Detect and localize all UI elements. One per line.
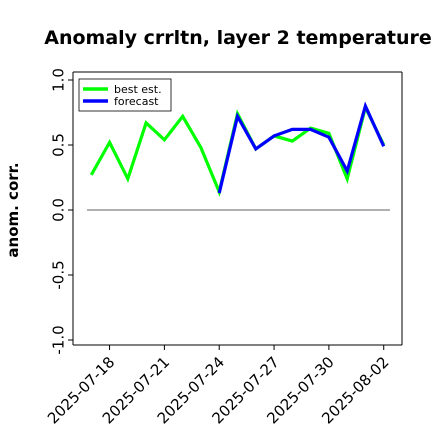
series-layer xyxy=(89,101,386,198)
legend-label: forecast xyxy=(114,95,159,108)
y-axis-label: anom. corr. xyxy=(4,162,22,257)
series-line-forecast xyxy=(217,101,386,194)
legend: best est.forecast xyxy=(78,78,172,112)
legend-box xyxy=(78,78,172,112)
y-tick-label: 1.0 xyxy=(50,68,68,92)
y-tick-label: -0.5 xyxy=(50,260,68,289)
y-tick-label: 0.0 xyxy=(50,198,68,222)
legend-label: best est. xyxy=(114,83,162,96)
axes: -1.0-0.50.00.51.02025-07-182025-07-21202… xyxy=(44,68,403,427)
y-tick-label: 0.5 xyxy=(50,133,68,157)
chart-title: Anomaly crrltn, layer 2 temperature xyxy=(44,27,432,49)
y-tick-label: -1.0 xyxy=(50,325,68,354)
